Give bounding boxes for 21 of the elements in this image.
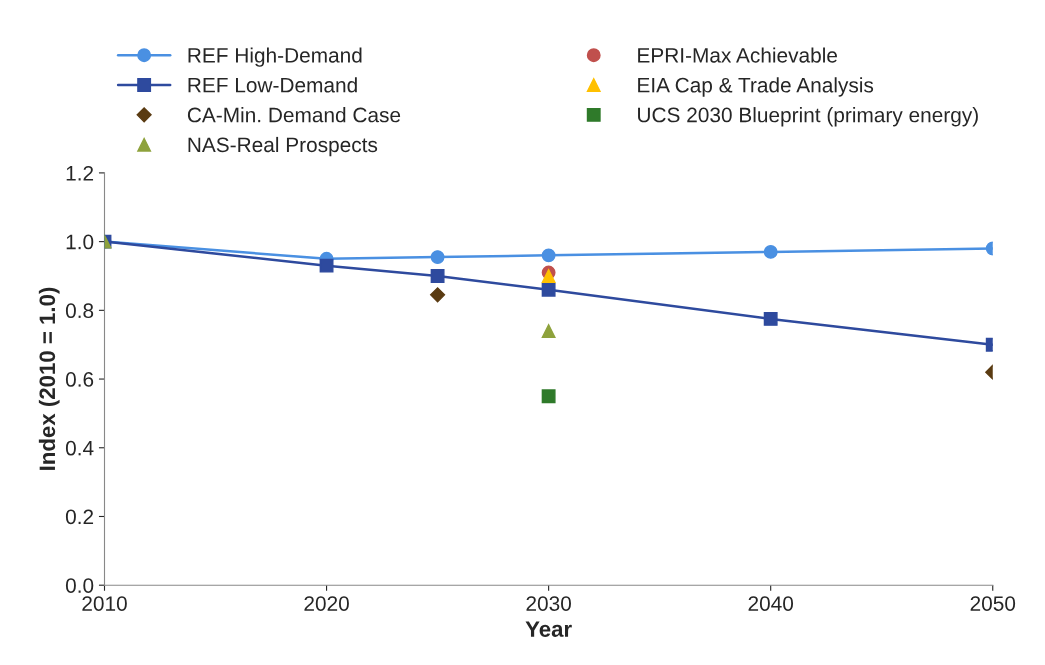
y-axis-title: Index (2010 = 1.0)	[38, 287, 60, 470]
x-tick-label: 2030	[526, 596, 571, 611]
y-tick-label: 0.8	[65, 303, 94, 319]
x-tick-label: 2040	[748, 596, 794, 611]
legend-label: EIA Cap & Trade Analysis	[638, 77, 874, 97]
legend-label: REF Low-Demand	[188, 77, 357, 93]
y-tick-label: 1.2	[66, 165, 94, 181]
x-tick-label: 2010	[82, 596, 127, 611]
legend-label: CA-Min. Demand Case	[187, 107, 401, 123]
legend-label: UCS 2030 Blueprint (primary energy)	[638, 107, 978, 127]
x-axis-title: Year	[525, 621, 572, 637]
x-tick-label: 2020	[304, 596, 349, 611]
x-tick-label: 2050	[970, 596, 1016, 611]
y-tick-label: 0.6	[65, 372, 94, 387]
y-tick-label: 0.4	[65, 440, 94, 456]
legend-label: REF High-Demand	[188, 47, 362, 67]
y-tick-label: 0.0	[65, 578, 94, 593]
y-tick-label: 0.2	[65, 509, 94, 525]
y-tick-label: 1.0	[66, 234, 94, 250]
legend-label: EPRI-Max Achievable	[638, 47, 837, 63]
legend-label: NAS-Real Prospects	[188, 136, 378, 157]
